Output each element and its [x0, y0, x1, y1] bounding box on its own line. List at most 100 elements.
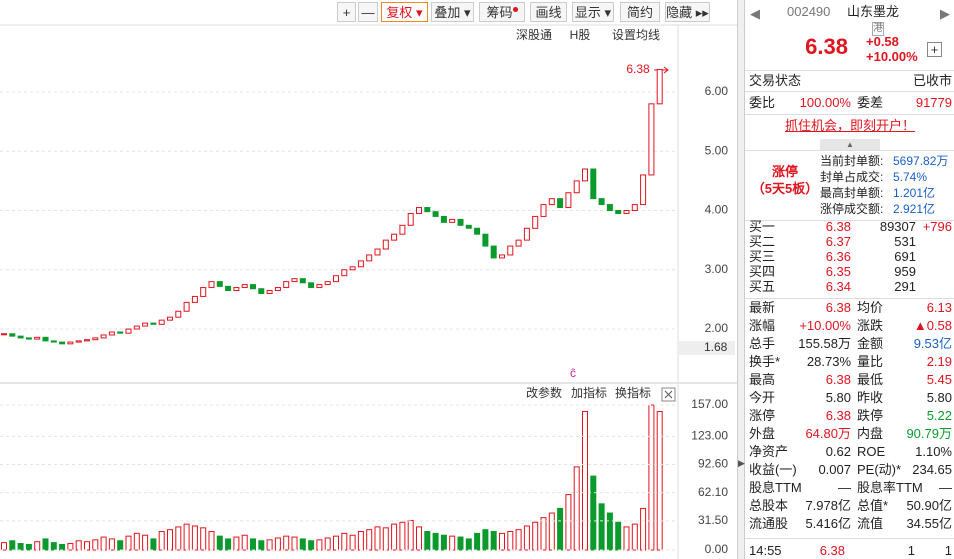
candle	[623, 210, 630, 214]
stat-value: ▲0.58	[913, 318, 952, 333]
stat-label: 跌停	[857, 408, 884, 423]
status-label: 交易状态	[749, 73, 802, 88]
candle	[241, 284, 248, 289]
candle	[1, 333, 7, 336]
indicator-button[interactable]: 改参数	[526, 385, 562, 400]
nav-arrow[interactable]: ▶	[940, 6, 950, 21]
volume-bar	[374, 526, 381, 551]
nav-arrow[interactable]: ◀	[750, 6, 760, 21]
stat-label: 换手*	[749, 354, 781, 369]
bid-label: 买四	[749, 264, 776, 279]
splitter[interactable]: ▶	[737, 0, 745, 559]
candle	[25, 337, 32, 340]
stat-value: 64.80万	[805, 426, 851, 441]
last-price-flag: 6.38	[626, 62, 650, 76]
tick-count: 1	[944, 543, 952, 558]
separator	[745, 114, 954, 115]
stat-label: 股息率TTM	[857, 480, 923, 495]
volume-bar	[615, 521, 622, 551]
volume-bar	[167, 529, 173, 551]
volume-bar	[142, 534, 149, 551]
candle	[250, 284, 256, 290]
splitter-arrow: ▶	[738, 458, 745, 468]
volume-bar	[308, 540, 315, 551]
candle	[656, 68, 663, 105]
candle	[291, 278, 298, 283]
toolbar-button[interactable]: 复权 ▾	[381, 2, 428, 22]
indicator-button[interactable]: 加指标	[571, 385, 607, 400]
toolbar-button[interactable]: 画线	[530, 2, 567, 22]
volume-bar	[324, 537, 331, 551]
candle	[100, 334, 107, 339]
stat-value: 28.73%	[806, 354, 851, 369]
volume-bar	[250, 538, 256, 551]
chart-link[interactable]: H股	[570, 28, 591, 42]
chart-link[interactable]: 设置均线	[612, 28, 660, 42]
volume-tick-label: 92.60	[698, 457, 728, 471]
bid-label: 买一	[749, 219, 776, 234]
candle	[631, 204, 638, 212]
diff-value: 91779	[915, 95, 952, 110]
stat-label: 流通股	[749, 516, 789, 531]
volume-bar	[225, 538, 232, 551]
toolbar-button[interactable]: 隐藏 ▸▸	[665, 2, 710, 22]
candle	[590, 168, 597, 200]
volume-bar	[100, 536, 107, 551]
candle	[349, 266, 356, 271]
stat-label: 内盘	[857, 426, 884, 441]
y-tick-label: 3.00	[705, 262, 729, 276]
stat-label: 总手	[749, 336, 776, 351]
toolbar-button[interactable]: 简约	[620, 2, 660, 22]
volume-bar	[84, 541, 90, 551]
add-watch-button[interactable]: +	[927, 42, 942, 57]
toolbar-button[interactable]: 筹码	[479, 2, 525, 22]
stat-value: 5.22	[926, 408, 952, 423]
candle	[225, 285, 232, 292]
toolbar-button[interactable]: 显示 ▾	[572, 2, 614, 22]
volume-bar	[424, 531, 431, 551]
candle	[42, 336, 49, 342]
volume-bar	[349, 534, 356, 551]
ratio-label: 委比	[749, 95, 776, 110]
toolbar-button[interactable]: —	[358, 2, 378, 22]
candle	[532, 215, 539, 229]
volume-bar	[474, 532, 481, 551]
ratio-value: 100.00%	[799, 95, 851, 110]
volume-tick-label: 123.00	[691, 429, 728, 443]
toolbar-button[interactable]: 叠加 ▾	[431, 2, 474, 22]
volume-bar	[382, 527, 389, 551]
volume-bar	[59, 543, 66, 551]
open-account-banner[interactable]: 抓住机会，即刻开户！	[784, 118, 915, 133]
indicator-button[interactable]: 换指标	[615, 385, 651, 400]
marker-icon: ĉ	[570, 366, 576, 380]
toolbar-button[interactable]: +	[337, 2, 356, 22]
candle	[50, 340, 57, 343]
stat-value: +10.00%	[799, 318, 851, 333]
volume-bar	[391, 523, 398, 551]
candle	[548, 198, 555, 206]
collapse-tab[interactable]: ▲	[820, 139, 880, 150]
chart-link[interactable]: 深股通	[516, 28, 552, 42]
candle	[416, 207, 422, 214]
candle	[183, 301, 190, 312]
candle	[125, 328, 132, 334]
stat-label: 最高	[749, 372, 776, 387]
volume-bar	[457, 536, 464, 551]
bid-volume: 531	[894, 234, 916, 249]
volume-bar	[200, 527, 207, 551]
volume-bar	[499, 532, 505, 551]
candle	[606, 204, 613, 212]
candle	[200, 287, 207, 297]
volume-bar	[540, 517, 547, 551]
candle	[565, 192, 572, 209]
stat-value: 6.13	[926, 300, 952, 315]
stat-label: 收益(一)	[749, 462, 797, 477]
candle	[341, 269, 348, 277]
volume-bar	[216, 535, 223, 551]
stat-value: 90.79万	[906, 426, 952, 441]
volume-bar	[606, 512, 613, 551]
volume-bar	[532, 521, 539, 551]
volume-bar	[108, 538, 115, 551]
candle	[75, 340, 82, 343]
